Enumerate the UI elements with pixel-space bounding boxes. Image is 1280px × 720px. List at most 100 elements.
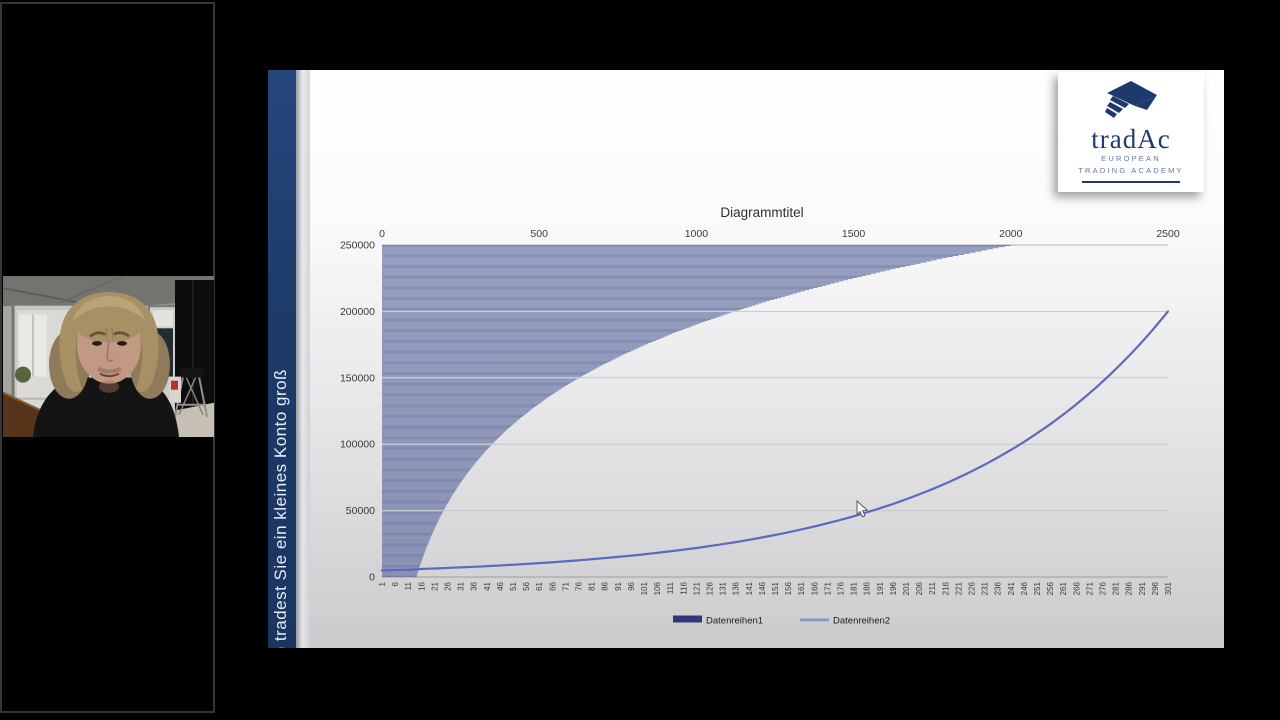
svg-text:191: 191 [876,581,885,595]
tradac-logo: tradAc EUROPEAN TRADING ACADEMY [1058,72,1204,192]
svg-text:6: 6 [391,581,400,586]
bottom-axis-labels: 1 6 11 16 21 26 31 36 41 46 51 56 61 66 71 76 81 86 91 96 10… [378,581,1173,595]
svg-text:146: 146 [758,581,767,595]
svg-text:56: 56 [522,581,531,590]
svg-text:231: 231 [981,581,990,595]
svg-text:500: 500 [530,228,548,240]
presenter-panel [0,2,215,713]
svg-text:211: 211 [928,581,937,594]
svg-text:46: 46 [496,581,505,590]
slide-sidebar-title: o tradest Sie ein kleines Konto groß [271,368,290,648]
svg-text:250000: 250000 [340,240,375,252]
svg-text:291: 291 [1138,581,1147,595]
svg-text:126: 126 [706,581,715,595]
presenter [33,292,179,437]
chart-generated-layer: 0 500 1000 1500 2000 250025000020000015000010… [340,228,1180,595]
svg-text:1000: 1000 [685,228,709,240]
mouse-cursor [856,499,869,518]
tradac-logo-icon [1105,81,1157,118]
chart-legend: Datenreihen1 Datenreihen2 [673,615,890,627]
svg-text:131: 131 [719,581,728,595]
svg-text:266: 266 [1072,581,1081,595]
svg-text:276: 276 [1099,581,1108,595]
red-label [171,380,178,390]
svg-text:36: 36 [470,581,479,590]
svg-text:11: 11 [404,581,413,590]
logo-name: tradAc [1091,124,1171,154]
svg-text:101: 101 [640,581,649,595]
svg-text:2500: 2500 [1156,228,1180,240]
cabinet [175,280,214,413]
svg-text:261: 261 [1059,581,1068,595]
svg-text:221: 221 [954,581,963,595]
svg-text:106: 106 [653,581,662,595]
svg-text:201: 201 [902,581,911,595]
bar-stool [174,368,208,418]
svg-text:26: 26 [444,581,453,590]
svg-text:41: 41 [483,581,492,590]
chart-title: Diagrammtitel [720,205,803,220]
svg-text:116: 116 [679,581,688,594]
svg-text:21: 21 [430,581,439,590]
svg-text:241: 241 [1007,581,1016,595]
svg-text:50000: 50000 [346,505,375,517]
plant [15,366,31,383]
legend-label-series1: Datenreihen1 [706,616,763,627]
svg-text:226: 226 [968,581,977,595]
legend-swatch-series2 [800,618,829,622]
svg-text:196: 196 [889,581,898,595]
svg-text:111: 111 [666,581,675,594]
svg-text:150000: 150000 [340,372,375,384]
logo-rule [1082,181,1180,184]
logo-subtitle-2: TRADING ACADEMY [1078,165,1184,175]
svg-text:141: 141 [745,581,754,595]
svg-text:136: 136 [732,581,741,595]
svg-text:176: 176 [837,581,846,595]
chart-static-layer: Diagrammtitel Datenreihen1 Datenreihen2 [673,205,890,627]
svg-text:0: 0 [379,228,385,240]
svg-text:91: 91 [614,581,623,590]
svg-text:96: 96 [627,581,636,590]
webcam-video [3,276,214,437]
svg-text:216: 216 [941,581,950,595]
logo-subtitle-1: EUROPEAN [1101,154,1161,163]
svg-text:156: 156 [784,581,793,595]
slide-sidebar: o tradest Sie ein kleines Konto groß [268,70,296,648]
svg-text:61: 61 [535,581,544,590]
svg-text:81: 81 [588,581,597,590]
svg-text:166: 166 [810,581,819,595]
svg-text:301: 301 [1164,581,1173,595]
y-axis-labels: 250000 200000 150000 100000 50000 0 [340,240,375,584]
svg-text:186: 186 [863,581,872,595]
svg-text:161: 161 [797,581,806,595]
svg-text:181: 181 [850,581,859,595]
svg-text:171: 171 [823,581,832,595]
series2-line [380,310,1170,572]
svg-text:206: 206 [915,581,924,595]
legend-label-series2: Datenreihen2 [833,616,890,627]
webcam-scene [3,276,214,437]
presentation-slide: 0 500 1000 1500 2000 2500 250000 200000 150000 10… [268,70,1224,648]
svg-text:66: 66 [548,581,557,590]
svg-text:16: 16 [417,581,426,590]
excel-chart: 0 500 1000 1500 2000 250025000020000015000010… [340,205,1180,627]
svg-text:2000: 2000 [999,228,1023,240]
svg-text:200000: 200000 [340,306,375,318]
svg-text:100000: 100000 [340,439,375,451]
svg-text:76: 76 [575,581,584,590]
svg-text:286: 286 [1125,581,1134,595]
svg-text:151: 151 [771,581,780,595]
svg-text:271: 271 [1085,581,1094,595]
svg-text:256: 256 [1046,581,1055,595]
svg-text:31: 31 [457,581,466,590]
svg-text:236: 236 [994,581,1003,595]
svg-text:296: 296 [1151,581,1160,595]
svg-text:0: 0 [369,572,375,584]
svg-text:121: 121 [692,581,701,595]
svg-text:71: 71 [561,581,570,590]
svg-text:1: 1 [378,581,387,586]
svg-text:51: 51 [509,581,518,590]
svg-text:251: 251 [1033,581,1042,595]
slide-edge-strip [296,70,310,648]
